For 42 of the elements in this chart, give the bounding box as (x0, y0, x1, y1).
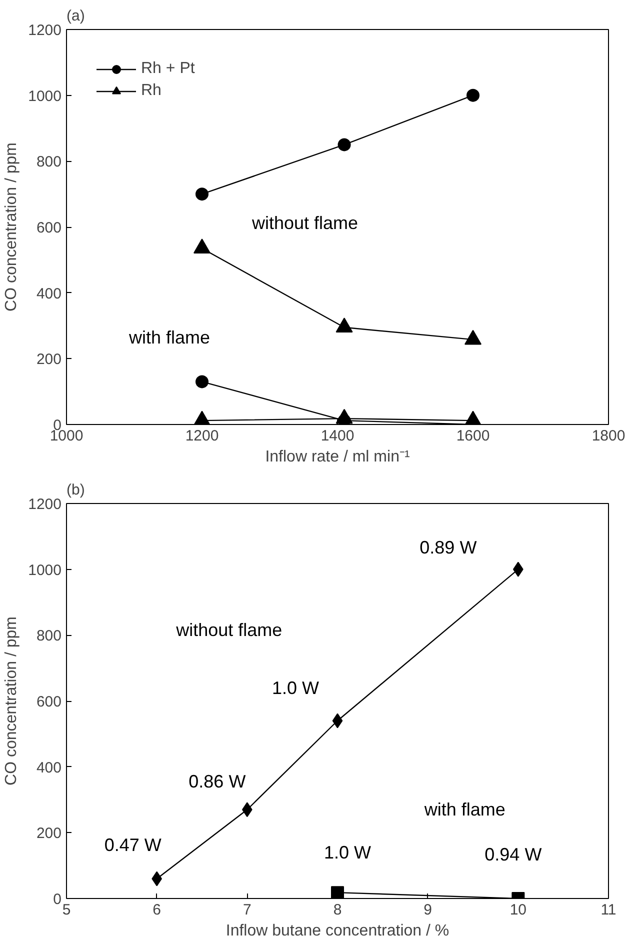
annotation: with flame (128, 328, 210, 348)
y-tick-label: 1000 (28, 562, 62, 579)
x-tick-label: 10 (510, 902, 527, 918)
x-tick-label: 6 (152, 902, 162, 918)
x-tick-label: 8 (333, 902, 342, 918)
y-tick-label: 600 (36, 694, 62, 710)
legend-label: Rh (141, 82, 162, 100)
y-tick-label: 1200 (28, 22, 62, 39)
y-tick-label: 0 (53, 891, 62, 908)
annotation: without flame (175, 620, 282, 640)
y-tick-label: 200 (36, 351, 62, 368)
y-tick-label: 800 (36, 628, 62, 645)
y-tick-label: 800 (36, 154, 62, 171)
annotation: 0.86 W (188, 772, 246, 792)
annotation: 1.0 W (272, 678, 320, 698)
x-axis-title: Inflow butane concentration / % (226, 922, 450, 940)
y-tick-label: 600 (36, 220, 62, 236)
y-axis-title: CO concentration / ppm (3, 142, 20, 312)
x-axis-title: Inflow rate / ml min⁻¹ (265, 448, 410, 466)
y-tick-label: 1200 (28, 496, 62, 513)
x-tick-label: 5 (62, 902, 71, 918)
x-tick-label: 7 (242, 902, 252, 918)
annotation: 0.89 W (420, 537, 477, 558)
x-tick-label: 1800 (592, 428, 626, 444)
chart-title: (b) (66, 482, 85, 498)
annotation: without flame (250, 213, 358, 234)
x-tick-label: 1200 (185, 428, 219, 444)
y-tick-label: 400 (36, 285, 62, 302)
x-tick-label: 1400 (320, 428, 354, 444)
annotation: with flame (423, 800, 506, 820)
annotation: 0.94 W (484, 844, 542, 864)
y-tick-label: 200 (36, 825, 62, 842)
annotation: 1.0 W (324, 842, 372, 863)
annotation: 0.47 W (104, 834, 162, 855)
x-tick-label: 11 (600, 902, 616, 918)
legend-label: Rh + Pt (141, 60, 195, 78)
x-tick-label: 1600 (456, 428, 490, 444)
y-axis-title: CO concentration / ppm (3, 616, 20, 786)
y-tick-label: 400 (36, 759, 62, 776)
chart-title: (a) (66, 8, 85, 24)
y-tick-label: 1000 (28, 88, 62, 105)
x-tick-label: 9 (424, 902, 432, 918)
